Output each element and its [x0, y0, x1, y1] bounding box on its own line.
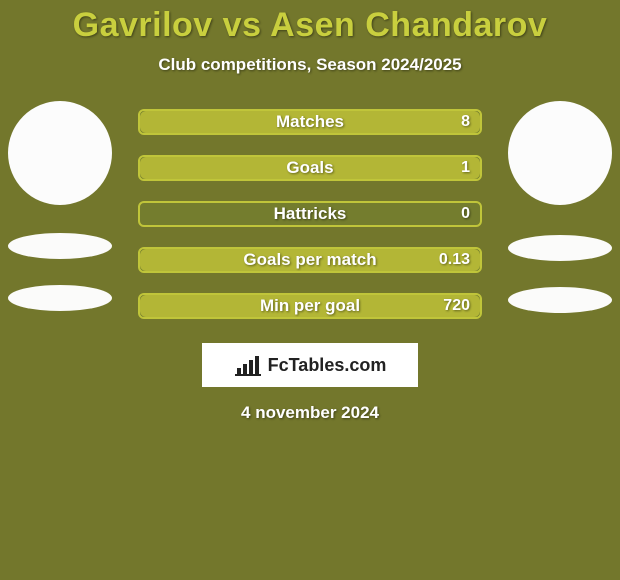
stat-row-goals-per-match: Goals per match 0.13 — [138, 247, 482, 273]
comparison-arena: Matches 8 Goals 1 Hattricks 0 Goals per … — [0, 109, 620, 423]
page-title: Gavrilov vs Asen Chandarov — [0, 0, 620, 45]
shadow-ellipse-left-1 — [8, 233, 112, 259]
subtitle: Club competitions, Season 2024/2025 — [0, 55, 620, 75]
stat-label: Goals — [140, 157, 480, 179]
stat-value: 0 — [461, 203, 470, 225]
shadow-ellipse-right-2 — [508, 287, 612, 313]
stat-label: Matches — [140, 111, 480, 133]
stat-rows: Matches 8 Goals 1 Hattricks 0 Goals per … — [138, 109, 482, 319]
date-text: 4 november 2024 — [0, 403, 620, 423]
stat-row-hattricks: Hattricks 0 — [138, 201, 482, 227]
comparison-widget: Gavrilov vs Asen Chandarov Club competit… — [0, 0, 620, 580]
brand-text: FcTables.com — [268, 355, 387, 376]
player-photo-left — [8, 101, 112, 205]
brand-link[interactable]: FcTables.com — [202, 343, 418, 387]
stat-label: Hattricks — [140, 203, 480, 225]
bar-chart-icon — [234, 354, 262, 376]
stat-label: Goals per match — [140, 249, 480, 271]
stat-value: 720 — [443, 295, 470, 317]
stat-row-min-per-goal: Min per goal 720 — [138, 293, 482, 319]
stat-value: 8 — [461, 111, 470, 133]
shadow-ellipse-right-1 — [508, 235, 612, 261]
stat-label: Min per goal — [140, 295, 480, 317]
stat-value: 1 — [461, 157, 470, 179]
stat-row-matches: Matches 8 — [138, 109, 482, 135]
stat-value: 0.13 — [439, 249, 470, 271]
shadow-ellipse-left-2 — [8, 285, 112, 311]
stat-row-goals: Goals 1 — [138, 155, 482, 181]
player-photo-right — [508, 101, 612, 205]
